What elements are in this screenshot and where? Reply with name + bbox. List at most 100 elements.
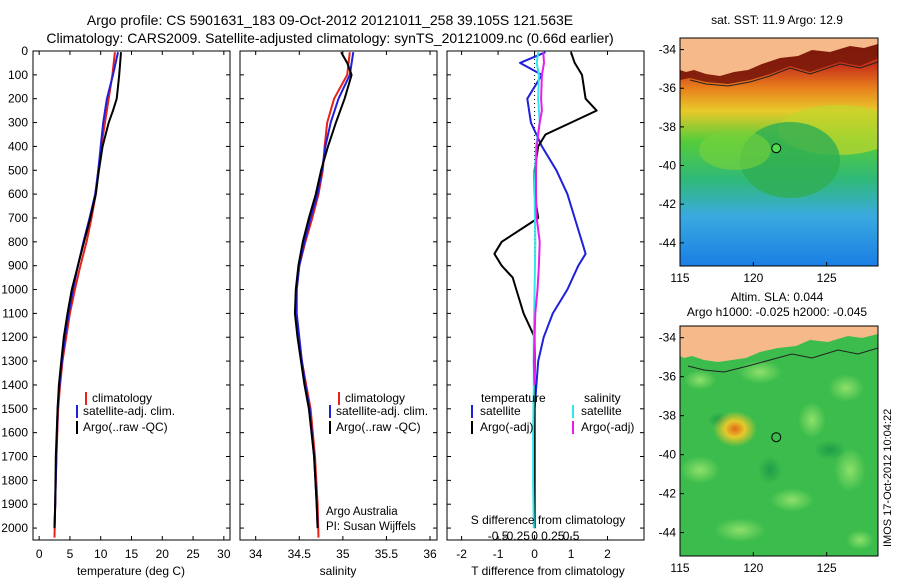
map-x-tick-label: 115 — [670, 271, 689, 285]
map-y-tick-label: -42 — [659, 197, 677, 211]
x-tick-label: 1 — [568, 547, 575, 561]
temperature-xlabel: temperature (deg C) — [77, 564, 185, 578]
depth-tick-label: 1600 — [1, 426, 28, 440]
depth-tick-label: 100 — [8, 68, 28, 82]
depth-tick-label: 300 — [8, 116, 28, 130]
depth-axis: 0 100 200 300 400 500 600 700 800 900 1000 1100 1200… — [1, 44, 644, 535]
x-tick-label: 30 — [217, 547, 231, 561]
figure-title-line2: Climatology: CARS2009. Satellite-adjuste… — [46, 30, 614, 46]
temperature-panel-frame — [32, 50, 231, 541]
legend-label-s-satellite: satellite — [581, 404, 622, 418]
difference-panel-frame — [446, 50, 645, 541]
imos-timestamp: IMOS 17-Oct-2012 10:04:22 — [882, 409, 894, 547]
float-position-marker — [771, 143, 782, 154]
difference-xlabel-t: T difference from climatology — [471, 564, 625, 578]
map-x-tick-label: 125 — [817, 271, 837, 285]
salinity-legend: climatology satellite-adj. clim. Argo(..… — [329, 391, 428, 434]
legend-title-salinity: salinity — [584, 391, 621, 405]
s-tick-label: 0.25 — [541, 529, 565, 543]
temperature-x-axis: 0 5 10 15 20 25 30 — [36, 51, 231, 561]
map-sla-title: Altim. SLA: 0.044 — [731, 290, 824, 304]
map-y-tick-label: -34 — [659, 43, 677, 57]
map-sla-axes: 115 120 125 -34 -36 -38 -40 -42 -44 — [659, 331, 837, 575]
s-tick-label: -0.25 — [503, 529, 531, 543]
salinity-x-axis: 34 34.5 35 35.5 36 — [249, 51, 437, 561]
map-sst-title: sat. SST: 11.9 Argo: 12.9 — [711, 13, 843, 27]
depth-tick-label: 1800 — [1, 473, 28, 487]
depth-tick-label: 800 — [8, 235, 28, 249]
salinity-xlabel: salinity — [320, 564, 357, 578]
x-tick-label: 2 — [604, 547, 611, 561]
x-tick-label: -1 — [493, 547, 504, 561]
x-tick-label: 10 — [94, 547, 108, 561]
map-y-tick-label: -42 — [659, 487, 677, 501]
map-sla-frame — [679, 325, 879, 557]
map-y-tick-label: -44 — [659, 526, 677, 540]
annotation-pi: PI: Susan Wijffels — [326, 521, 416, 533]
series-line — [532, 52, 541, 529]
legend-title-temperature: temperature — [481, 391, 546, 405]
series-line — [294, 52, 351, 538]
s-tick-label: -0.5 — [488, 529, 509, 543]
depth-tick-label: 900 — [8, 259, 28, 273]
salinity-panel-frame — [239, 50, 438, 541]
map-y-tick-label: -36 — [659, 81, 677, 95]
x-tick-label: 35.5 — [375, 547, 399, 561]
s-tick-label: 0.5 — [563, 529, 580, 543]
map-x-tick-label: 115 — [670, 561, 689, 575]
depth-tick-label: 1300 — [1, 354, 28, 368]
difference-series — [493, 51, 598, 529]
series-line — [53, 52, 116, 538]
x-tick-label: 0 — [531, 547, 538, 561]
series-line — [53, 52, 122, 529]
temperature-legend: climatology satellite-adj. clim. Argo(..… — [76, 391, 175, 434]
legend-label-s-argo: Argo(-adj) — [581, 420, 634, 434]
x-tick-label: 34 — [249, 547, 263, 561]
x-tick-label: 20 — [156, 547, 170, 561]
map-sst-frame — [679, 37, 879, 267]
series-line — [532, 52, 545, 386]
figure-title-line1: Argo profile: CS 5901631_183 09-Oct-2012… — [86, 12, 574, 28]
x-tick-label: 36 — [423, 547, 437, 561]
map-x-tick-label: 125 — [817, 561, 837, 575]
temperature-series — [53, 51, 122, 538]
difference-xlabel-s: S difference from climatology — [471, 513, 626, 527]
depth-tick-label: 1700 — [1, 450, 28, 464]
depth-tick-label: 1900 — [1, 497, 28, 511]
float-position-marker-sla — [771, 432, 782, 443]
depth-tick-label: 1200 — [1, 330, 28, 344]
map-y-tick-label: -38 — [659, 409, 677, 423]
map-x-tick-label: 120 — [743, 271, 763, 285]
legend-label-climatology: climatology — [345, 391, 405, 405]
map-y-tick-label: -34 — [659, 331, 677, 345]
annotation-argo-australia: Argo Australia — [326, 506, 398, 518]
difference-legend: temperature satellite Argo(-adj) salinit… — [471, 391, 634, 434]
legend-label-satellite: satellite-adj. clim. — [336, 404, 428, 418]
depth-tick-label: 200 — [8, 92, 28, 106]
x-tick-label: 15 — [125, 547, 139, 561]
depth-tick-label: 400 — [8, 139, 28, 153]
depth-tick-label: 1000 — [1, 283, 28, 297]
map-y-tick-label: -40 — [659, 448, 677, 462]
series-line — [519, 51, 587, 529]
x-tick-label: 0 — [36, 547, 43, 561]
x-tick-label: -2 — [456, 547, 467, 561]
map-y-tick-label: -40 — [659, 159, 677, 173]
x-tick-label: 34.5 — [288, 547, 312, 561]
map-sst-land — [680, 38, 878, 76]
salinity-series — [293, 51, 355, 538]
x-tick-label: 35 — [336, 547, 350, 561]
legend-label-t-argo: Argo(-adj) — [480, 420, 533, 434]
legend-label-argo: Argo(..raw -QC) — [83, 420, 168, 434]
legend-label-t-satellite: satellite — [480, 404, 521, 418]
map-sst-field — [680, 38, 878, 266]
depth-tick-label: 1500 — [1, 402, 28, 416]
map-y-tick-label: -38 — [659, 120, 677, 134]
map-y-tick-label: -44 — [659, 236, 677, 250]
map-y-tick-label: -36 — [659, 370, 677, 384]
depth-tick-label: 700 — [8, 211, 28, 225]
map-x-tick-label: 120 — [743, 561, 763, 575]
legend-label-argo: Argo(..raw -QC) — [336, 420, 421, 434]
map-sla-subtitle: Argo h1000: -0.025 h2000: -0.045 — [687, 305, 867, 319]
